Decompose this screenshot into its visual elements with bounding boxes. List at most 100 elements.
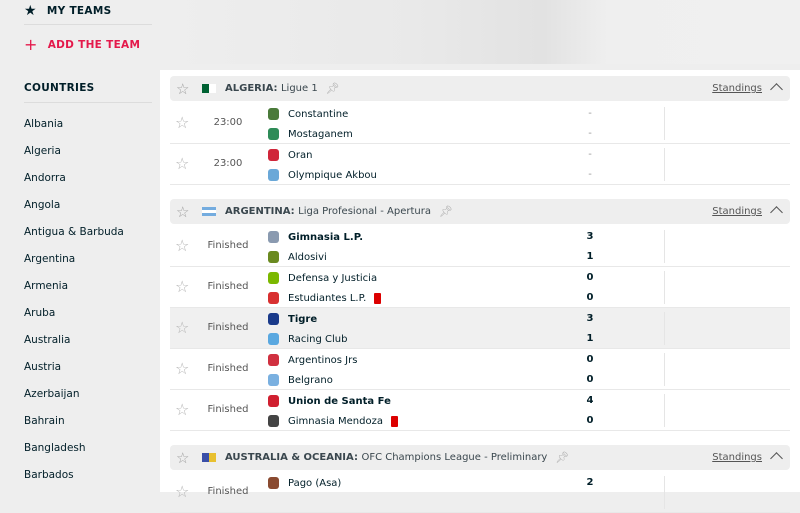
match-row[interactable]: ☆ Finished Argentinos Jrs Belgrano 0 0 xyxy=(170,349,790,390)
chevron-up-icon[interactable] xyxy=(770,83,783,96)
home-team: Pago (Asa) xyxy=(268,474,341,492)
star-icon[interactable]: ☆ xyxy=(175,318,190,337)
team-logo-icon xyxy=(268,108,279,120)
team-logo-icon xyxy=(268,395,279,407)
match-row[interactable]: ☆ Finished Tigre Racing Club 3 1 xyxy=(170,308,790,349)
country-item[interactable]: Bahrain xyxy=(24,415,65,427)
team-logo-icon xyxy=(268,374,279,386)
star-icon[interactable]: ☆ xyxy=(175,359,190,378)
team-name: Aldosivi xyxy=(288,251,327,263)
match-row[interactable]: ☆ Finished Gimnasia L.P. Aldosivi 3 1 xyxy=(170,226,790,267)
team-name: Belgrano xyxy=(288,374,333,386)
star-icon[interactable]: ☆ xyxy=(175,113,190,132)
country-item[interactable]: Algeria xyxy=(24,145,61,157)
country-item[interactable]: Australia xyxy=(24,334,71,346)
countries-heading: COUNTRIES xyxy=(24,82,95,94)
away-team: Mostaganem xyxy=(268,125,353,143)
home-score: - xyxy=(588,149,592,160)
divider xyxy=(664,230,665,263)
league-title[interactable]: ALGERIA: Ligue 1 xyxy=(225,83,318,94)
team-name: Mostaganem xyxy=(288,128,353,140)
country-item[interactable]: Azerbaijan xyxy=(24,388,80,400)
country-item[interactable]: Antigua & Barbuda xyxy=(24,226,124,238)
red-card-icon xyxy=(374,292,382,304)
match-status: Finished xyxy=(207,322,249,333)
league-title[interactable]: ARGENTINA: Liga Profesional - Apertura xyxy=(225,206,431,217)
divider xyxy=(664,312,665,345)
match-status: Finished xyxy=(207,281,249,292)
standings-link[interactable]: Standings xyxy=(712,83,762,94)
team-logo-icon xyxy=(268,231,279,243)
team-logo-icon xyxy=(268,128,279,140)
match-status: 23:00 xyxy=(213,158,243,169)
away-score: 0 xyxy=(586,292,594,303)
team-name: Pago (Asa) xyxy=(288,477,342,489)
team-name: Gimnasia L.P. xyxy=(288,231,363,243)
star-icon[interactable]: ☆ xyxy=(175,154,190,173)
team-logo-icon xyxy=(268,354,279,366)
team-logo-icon xyxy=(268,169,279,181)
team-name: Olympique Akbou xyxy=(288,169,377,181)
standings-link[interactable]: Standings xyxy=(712,452,762,463)
divider xyxy=(664,394,665,427)
team-logo-icon xyxy=(268,272,279,284)
league-header: ☆ AUSTRALIA & OCEANIA: OFC Champions Lea… xyxy=(170,445,790,470)
sidebar: ★ MY TEAMS + ADD THE TEAM COUNTRIES Alba… xyxy=(0,0,158,492)
away-team: Aldosivi xyxy=(268,248,327,266)
match-row[interactable]: ☆ 23:00 Constantine Mostaganem - - xyxy=(170,103,790,144)
country-item[interactable]: Andorra xyxy=(24,172,66,184)
country-item[interactable]: Aruba xyxy=(24,307,56,319)
home-score: 0 xyxy=(586,354,594,365)
team-logo-icon xyxy=(268,477,279,489)
star-icon[interactable]: ☆ xyxy=(176,202,190,221)
team-name: Union de Santa Fe xyxy=(288,395,391,407)
match-row[interactable]: ☆ Finished Union de Santa Fe Gimnasia Me… xyxy=(170,390,790,431)
country-item[interactable]: Argentina xyxy=(24,253,76,265)
home-score: 3 xyxy=(586,231,594,242)
home-score: 3 xyxy=(586,313,594,324)
league-title[interactable]: AUSTRALIA & OCEANIA: OFC Champions Leagu… xyxy=(225,452,548,463)
pin-icon[interactable]: 📌︎ xyxy=(555,451,570,464)
chevron-up-icon[interactable] xyxy=(770,206,783,219)
country-item[interactable]: Albania xyxy=(24,118,64,130)
flag-icon xyxy=(202,453,216,462)
star-icon[interactable]: ☆ xyxy=(175,236,190,255)
match-status: Finished xyxy=(207,363,249,374)
away-score: - xyxy=(588,169,592,180)
standings-link[interactable]: Standings xyxy=(712,206,762,217)
match-row[interactable]: ☆ 23:00 Oran Olympique Akbou - - xyxy=(170,144,790,185)
flag-icon xyxy=(202,207,216,216)
match-status: 23:00 xyxy=(213,117,243,128)
match-list: ☆ ALGERIA: Ligue 1 📌︎ Standings ☆ 23:00 … xyxy=(160,70,800,513)
match-status: Finished xyxy=(207,404,249,415)
star-icon[interactable]: ☆ xyxy=(176,448,190,467)
home-team: Gimnasia L.P. xyxy=(268,228,363,246)
home-score: - xyxy=(588,108,592,119)
team-name: Constantine xyxy=(288,108,349,120)
country-item[interactable]: Bangladesh xyxy=(24,442,86,454)
star-icon[interactable]: ☆ xyxy=(175,400,190,419)
chevron-up-icon[interactable] xyxy=(770,452,783,465)
home-team: Constantine xyxy=(268,105,348,123)
country-item[interactable]: Barbados xyxy=(24,469,74,481)
add-team-button[interactable]: + ADD THE TEAM xyxy=(24,35,140,54)
home-team: Oran xyxy=(268,146,312,164)
team-logo-icon xyxy=(268,313,279,325)
my-teams-link[interactable]: ★ MY TEAMS xyxy=(24,3,111,19)
team-name: Gimnasia Mendoza xyxy=(288,415,383,427)
home-score: 2 xyxy=(586,477,594,488)
country-item[interactable]: Angola xyxy=(24,199,61,211)
pin-icon[interactable]: 📌︎ xyxy=(438,205,453,218)
star-icon[interactable]: ☆ xyxy=(175,277,190,296)
red-card-icon xyxy=(391,415,398,427)
country-item[interactable]: Austria xyxy=(24,361,62,373)
match-row[interactable]: ☆ Finished Pago (Asa) 2 xyxy=(170,472,790,513)
away-score: 0 xyxy=(586,415,594,426)
team-logo-icon xyxy=(268,251,279,263)
pin-icon[interactable]: 📌︎ xyxy=(325,82,340,95)
star-icon[interactable]: ☆ xyxy=(176,79,190,98)
country-item[interactable]: Armenia xyxy=(24,280,69,292)
away-score: - xyxy=(588,128,592,139)
match-row[interactable]: ☆ Finished Defensa y Justicia Estudiante… xyxy=(170,267,790,308)
home-team: Tigre xyxy=(268,310,317,328)
